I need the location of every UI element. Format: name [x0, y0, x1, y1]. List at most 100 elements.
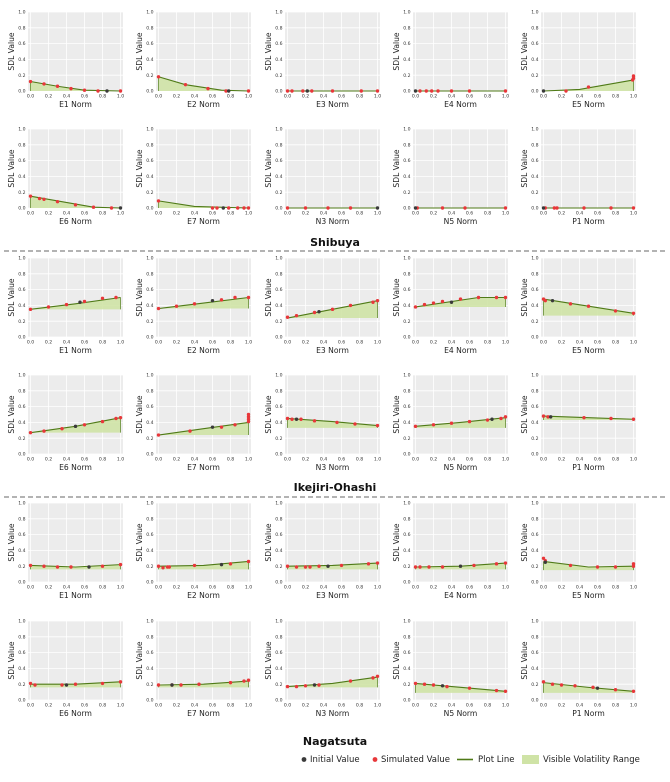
simulated-point [348, 303, 353, 308]
x-axis-label: N5 Norm [444, 463, 478, 472]
simulated-point [559, 683, 564, 687]
simulated-point [595, 565, 600, 569]
simulated-point [476, 295, 481, 300]
x-tick-label: 0.6 [466, 211, 473, 217]
panel: 0.0 0.2 0.4 0.6 0.8 1.0 0.0 0.2 0.4 0.6 0.8 1.0 N3 N… [264, 373, 381, 472]
simulated-point [156, 564, 161, 568]
simulated-point [568, 302, 573, 306]
x-tick-label: 0.4 [576, 457, 583, 463]
legend-range-marker [522, 755, 539, 764]
y-tick-label: 0.8 [403, 271, 410, 277]
y-tick-label: 0.2 [531, 682, 538, 688]
initial-point [375, 206, 380, 210]
x-tick-label: 1.0 [630, 340, 637, 346]
simulated-point [192, 563, 197, 568]
initial-point [105, 89, 109, 93]
simulated-point [233, 295, 237, 300]
panel-background [541, 129, 636, 208]
y-tick-label: 1.0 [146, 373, 153, 379]
initial-point [221, 206, 225, 210]
y-tick-label: 1.0 [275, 619, 282, 625]
y-tick-label: 0.2 [403, 682, 410, 688]
y-tick-label: 0.8 [146, 142, 153, 148]
panel-background [156, 12, 251, 91]
y-tick-label: 0.6 [531, 650, 538, 656]
y-tick-label: 0.4 [18, 303, 25, 309]
simulated-point [91, 205, 96, 209]
initial-point [413, 89, 418, 93]
volatility-range-area [543, 79, 634, 91]
x-tick-label: 0.6 [209, 94, 216, 100]
x-axis-label: E7 Norm [187, 217, 220, 226]
plot-line [543, 560, 634, 568]
x-axis-label: E4 Norm [444, 100, 477, 109]
x-tick-label: 0.6 [209, 585, 216, 591]
x-tick-label: 0.6 [594, 211, 601, 217]
simulated-point [156, 75, 161, 79]
x-tick-label: 0.6 [338, 585, 345, 591]
y-tick-label: 0.8 [18, 634, 25, 640]
simulated-point [242, 206, 246, 210]
panel: 0.0 0.2 0.4 0.6 0.8 1.0 0.0 0.2 0.4 0.6 0.8 1.0 E3 N… [264, 10, 381, 109]
x-tick-label: 0.0 [284, 211, 291, 217]
simulated-point [28, 681, 33, 686]
simulated-point [167, 565, 171, 569]
simulated-point [37, 196, 42, 201]
simulated-point [418, 89, 422, 93]
initial-point [87, 565, 91, 569]
x-tick-label: 0.0 [412, 703, 419, 709]
y-axis-label: SDL Value [392, 395, 401, 433]
x-tick-label: 0.4 [448, 585, 455, 591]
x-tick-label: 0.2 [45, 457, 52, 463]
plot-line [543, 415, 634, 420]
x-tick-label: 0.2 [45, 94, 52, 100]
initial-point [550, 298, 555, 303]
panel: 0.0 0.2 0.4 0.6 0.8 1.0 0.0 0.2 0.4 0.6 0.8 1.0 E6 N… [7, 619, 124, 718]
x-axis-label: E5 Norm [572, 346, 605, 355]
simulated-point [161, 566, 165, 570]
y-axis-label: SDL Value [264, 523, 273, 561]
simulated-point [494, 562, 499, 566]
x-tick-label: 0.8 [99, 340, 106, 346]
x-tick-label: 1.0 [374, 211, 381, 217]
simulated-point [440, 206, 445, 210]
panel-background [541, 258, 636, 337]
y-tick-label: 0.2 [18, 436, 25, 442]
plot-line [543, 79, 634, 92]
x-tick-label: 0.2 [302, 457, 309, 463]
simulated-point [445, 684, 449, 689]
x-axis-label: E3 Norm [316, 346, 349, 355]
y-tick-label: 0.4 [403, 57, 410, 63]
x-tick-label: 0.4 [63, 211, 70, 217]
simulated-point [503, 689, 508, 694]
y-tick-label: 1.0 [18, 619, 25, 625]
y-tick-label: 0.6 [146, 41, 153, 47]
initial-point [210, 298, 215, 303]
panel: 0.0 0.2 0.4 0.6 0.8 1.0 0.0 0.2 0.4 0.6 0.8 1.0 E5 N… [520, 501, 637, 600]
simulated-point [188, 429, 192, 433]
x-tick-label: 1.0 [374, 703, 381, 709]
y-tick-label: 0.0 [275, 580, 282, 586]
simulated-point [631, 417, 636, 421]
x-tick-label: 0.4 [320, 703, 327, 709]
simulated-point [100, 681, 105, 686]
y-axis-label: SDL Value [7, 32, 16, 70]
initial-point [317, 310, 321, 314]
simulated-point [118, 89, 123, 93]
simulated-point [431, 301, 436, 305]
simulated-point [499, 416, 503, 421]
simulated-point [494, 688, 499, 693]
x-tick-label: 0.2 [558, 585, 565, 591]
y-tick-label: 1.0 [18, 501, 25, 507]
y-tick-label: 0.4 [146, 666, 153, 672]
simulated-point [303, 206, 308, 210]
x-tick-label: 1.0 [245, 703, 252, 709]
x-tick-label: 0.0 [155, 340, 162, 346]
y-tick-label: 0.2 [403, 564, 410, 570]
simulated-point [422, 302, 427, 307]
simulated-point [631, 206, 636, 210]
plot-line [30, 296, 121, 310]
simulated-point [174, 304, 179, 308]
x-tick-label: 0.2 [558, 703, 565, 709]
